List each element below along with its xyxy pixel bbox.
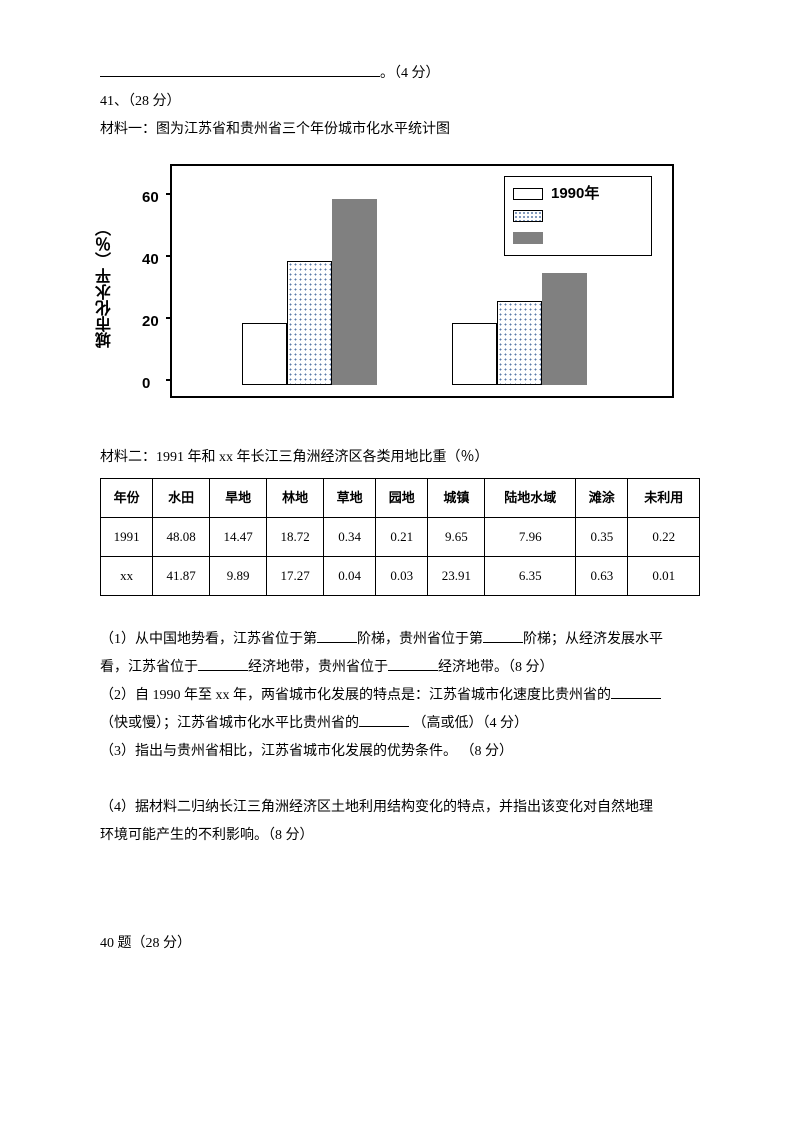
- col-水田: 水田: [153, 479, 210, 518]
- legend-swatch-white: [513, 188, 543, 200]
- ytick-20: 20: [142, 307, 159, 337]
- col-林地: 林地: [267, 479, 324, 518]
- legend-swatch-dotted: [513, 210, 543, 222]
- blank-suffix: 。（4 分）: [380, 66, 440, 81]
- col-草地: 草地: [324, 479, 376, 518]
- q1-line1: （1）从中国地势看，江苏省位于第阶梯，贵州省位于第阶梯；从经济发展水平: [100, 626, 700, 654]
- bar-1: [287, 261, 332, 385]
- col-年份: 年份: [101, 479, 153, 518]
- legend-row-0: 1990年: [513, 183, 643, 205]
- ytick-0: 0: [142, 369, 150, 399]
- landuse-table: 年份水田旱地林地草地园地城镇陆地水域滩涂未利用 199148.0814.4718…: [100, 478, 700, 596]
- col-旱地: 旱地: [210, 479, 267, 518]
- bar-2: [332, 199, 377, 385]
- col-陆地水域: 陆地水域: [485, 479, 576, 518]
- chart-legend: 1990年: [504, 176, 652, 256]
- material1-title: 材料一：图为江苏省和贵州省三个年份城市化水平统计图: [100, 116, 700, 144]
- bar-5: [542, 273, 587, 385]
- chart-area: 0204060 1990年: [170, 164, 674, 398]
- bar-0: [242, 323, 287, 385]
- q4-line1: （4）据材料二归纳长江三角洲经济区土地利用结构变化的特点，并指出该变化对自然地理: [100, 794, 700, 822]
- col-未利用: 未利用: [628, 479, 700, 518]
- q1-line2: 看，江苏省位于经济地带，贵州省位于经济地带。（8 分）: [100, 654, 700, 682]
- q2-line1: （2）自 1990 年至 xx 年，两省城市化发展的特点是：江苏省城市化速度比贵…: [100, 682, 700, 710]
- y-axis-label: 城市化水平（％）: [90, 220, 122, 348]
- col-城镇: 城镇: [428, 479, 485, 518]
- material2-title: 材料二：1991 年和 xx 年长江三角洲经济区各类用地比重（％）: [100, 444, 700, 472]
- q2-line2: （快或慢）；江苏省城市化水平比贵州省的 （高或低）（4 分）: [100, 710, 700, 738]
- col-园地: 园地: [376, 479, 428, 518]
- q41-number: 41、（28 分）: [100, 88, 700, 116]
- urbanization-chart: 城市化水平（％） 0204060 1990年: [100, 154, 700, 414]
- bar-4: [497, 301, 542, 385]
- col-滩涂: 滩涂: [576, 479, 628, 518]
- bar-3: [452, 323, 497, 385]
- ytick-60: 60: [142, 183, 159, 213]
- table-row: 199148.0814.4718.720.340.219.657.960.350…: [101, 518, 700, 557]
- ytick-40: 40: [142, 245, 159, 275]
- legend-label-0: 1990年: [551, 179, 599, 209]
- top-blank: 。（4 分）: [100, 60, 700, 88]
- legend-row-2: [513, 227, 643, 249]
- q4-line2: 环境可能产生的不利影响。（8 分）: [100, 822, 700, 850]
- q3: （3）指出与贵州省相比，江苏省城市化发展的优势条件。 （8 分）: [100, 738, 700, 766]
- legend-swatch-gray: [513, 232, 543, 244]
- table-row: xx41.879.8917.270.040.0323.916.350.630.0…: [101, 557, 700, 596]
- q40-label: 40 题（28 分）: [100, 930, 700, 958]
